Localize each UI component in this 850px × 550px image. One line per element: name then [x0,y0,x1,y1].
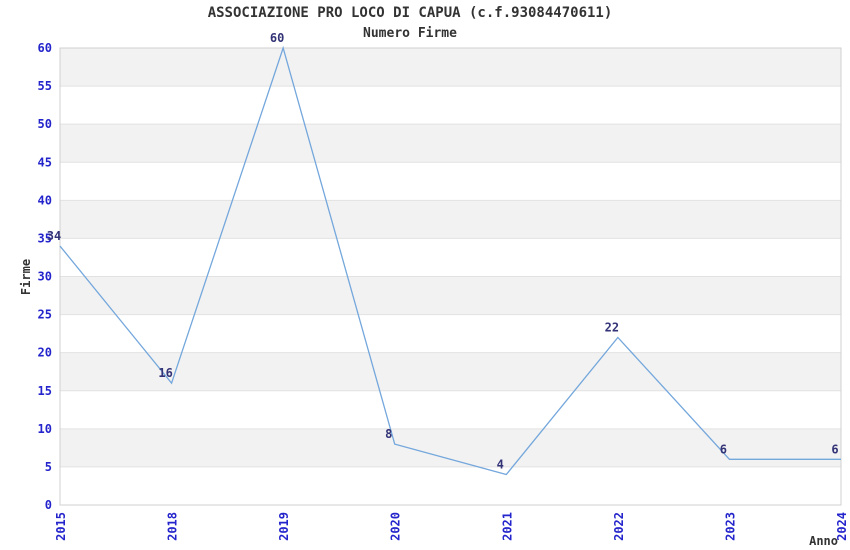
y-tick-label: 35 [38,231,52,245]
data-point-label: 6 [831,442,838,456]
y-tick-label: 10 [38,422,52,436]
x-tick-label: 2015 [54,512,68,541]
x-tick-label: 2021 [500,512,514,541]
grid-band [60,276,841,315]
y-tick-label: 25 [38,308,52,322]
data-point-label: 16 [158,366,172,380]
grid-band [60,428,841,467]
plot-border [59,47,842,506]
grid-band [60,352,841,391]
x-tick-label: 2018 [166,512,180,541]
data-point-label: 4 [497,458,504,472]
y-axis-title: Firme [19,259,33,295]
y-tick-label: 60 [38,41,52,55]
data-line [59,45,841,476]
chart-title: ASSOCIAZIONE PRO LOCO DI CAPUA (c.f.9308… [207,5,613,21]
grid-band [60,124,841,163]
x-tick-label: 2020 [389,512,403,541]
x-tick-label: 2024 [835,512,849,541]
x-tick-label: 2023 [723,512,737,541]
chart-subtitle: Numero Firme [363,26,457,41]
data-point-label: 60 [270,31,284,45]
y-tick-label: 50 [38,117,52,131]
y-tick-label: 15 [38,384,52,398]
grid-band [60,48,841,87]
y-tick-label: 40 [38,193,52,207]
data-point-label: 8 [385,427,392,441]
data-point-label: 22 [605,320,619,334]
grid-band [60,200,841,239]
y-tick-label: 5 [45,460,52,474]
y-tick-label: 45 [38,155,52,169]
x-tick-label: 2019 [277,512,291,541]
data-point-label: 34 [47,229,61,243]
y-tick-label: 30 [38,270,52,284]
y-tick-label: 55 [38,79,52,93]
y-tick-label: 0 [45,498,52,512]
y-tick-label: 20 [38,346,52,360]
data-point-label: 6 [720,442,727,456]
x-axis-title: Anno [809,534,838,548]
x-tick-label: 2022 [612,512,626,541]
